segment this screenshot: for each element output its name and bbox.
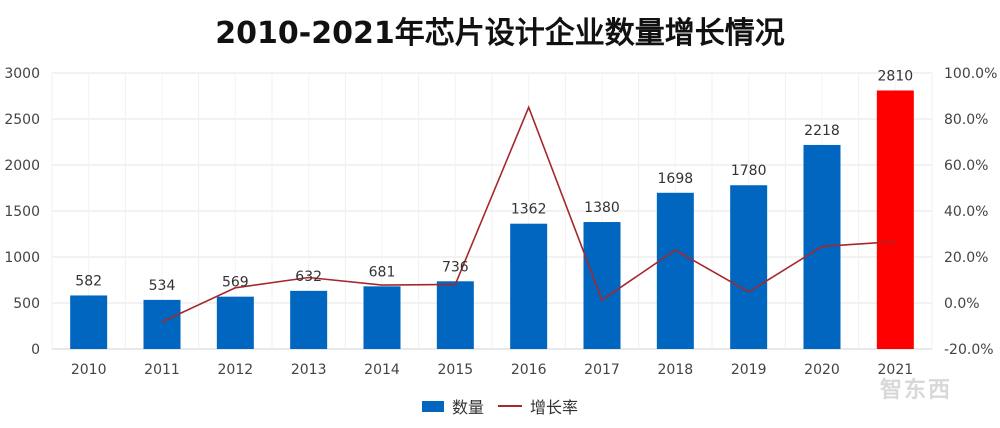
y-tick-label: 500 <box>13 296 40 312</box>
bar-2012[interactable] <box>216 296 254 349</box>
bar-series <box>70 90 914 349</box>
y2-tick-label: 20.0% <box>944 250 988 266</box>
bar-2015[interactable] <box>436 281 474 349</box>
data-labels: 582 534 569 632 681 736 1362 1380 1698 1780 2218 28… <box>75 68 913 293</box>
bar-value-label: 582 <box>75 273 102 289</box>
bar-value-label: 1362 <box>511 202 547 218</box>
x-tick-label: 2013 <box>291 362 327 378</box>
y-tick-label: 2500 <box>4 112 40 128</box>
watermark-logo: 智东西 <box>880 378 953 403</box>
bar-value-label: 1780 <box>731 163 767 179</box>
bar-swatch-icon <box>421 400 444 412</box>
bar-value-label: 736 <box>442 259 469 275</box>
bar-value-label: 569 <box>222 275 249 291</box>
y-tick-label: 0 <box>31 342 40 358</box>
growth-rate-line[interactable] <box>161 105 896 323</box>
y2-tick-label: 100.0% <box>944 66 997 82</box>
grid-lines <box>51 72 933 350</box>
legend-item-growth[interactable]: 增长率 <box>498 394 578 418</box>
x-tick-label: 2014 <box>364 362 400 378</box>
bar-value-label: 1698 <box>658 171 694 187</box>
bar-value-label: 632 <box>295 269 322 285</box>
legend-label-count: 数量 <box>451 398 484 417</box>
legend-label-growth: 增长率 <box>530 398 579 417</box>
x-tick-label: 2021 <box>878 362 914 378</box>
y-axis-left: 0 500 1000 1500 2000 2500 3000 <box>4 66 40 358</box>
x-tick-label: 2017 <box>584 362 620 378</box>
bar-value-label: 1380 <box>584 200 620 216</box>
y-axis-right: -20.0% 0.0% 20.0% 40.0% 60.0% 80.0% 100.0% <box>944 66 997 358</box>
y2-tick-label: 80.0% <box>944 112 988 128</box>
x-tick-label: 2016 <box>511 362 547 378</box>
line-series <box>161 105 896 323</box>
bar-value-label: 2218 <box>804 123 840 139</box>
bar-value-label: 2810 <box>878 68 914 84</box>
x-axis: 2010 2011 2012 2013 2014 2015 2016 2017 2018 2019… <box>71 362 913 378</box>
x-tick-label: 2019 <box>731 362 767 378</box>
bar-2018[interactable] <box>656 192 694 349</box>
bar-2011[interactable] <box>143 299 181 349</box>
y2-tick-label: 60.0% <box>944 158 988 174</box>
legend: 数量 增长率 <box>0 394 1000 418</box>
y-tick-label: 2000 <box>4 158 40 174</box>
bar-2017[interactable] <box>583 222 621 349</box>
bar-value-label: 681 <box>369 264 396 280</box>
y-tick-label: 1000 <box>4 250 40 266</box>
chart-title: 2010-2021年芯片设计企业数量增长情况 <box>215 16 785 51</box>
bar-2016[interactable] <box>510 223 548 349</box>
bar-2014[interactable] <box>363 286 401 349</box>
x-tick-label: 2012 <box>218 362 254 378</box>
y-tick-label: 3000 <box>4 66 40 82</box>
bar-2019[interactable] <box>730 185 768 349</box>
y2-tick-label: -20.0% <box>944 342 994 358</box>
x-tick-label: 2015 <box>438 362 474 378</box>
x-tick-label: 2011 <box>144 362 180 378</box>
bar-value-label: 534 <box>149 278 176 294</box>
x-tick-label: 2020 <box>804 362 840 378</box>
line-swatch-icon <box>498 405 522 407</box>
x-tick-label: 2018 <box>658 362 694 378</box>
bar-2013[interactable] <box>290 290 328 349</box>
y-tick-label: 1500 <box>4 204 40 220</box>
x-tick-label: 2010 <box>71 362 107 378</box>
bar-2021[interactable] <box>876 90 914 349</box>
bar-2010[interactable] <box>70 295 108 349</box>
y2-tick-label: 0.0% <box>944 296 980 312</box>
legend-item-count[interactable]: 数量 <box>421 394 484 418</box>
y2-tick-label: 40.0% <box>944 204 988 220</box>
